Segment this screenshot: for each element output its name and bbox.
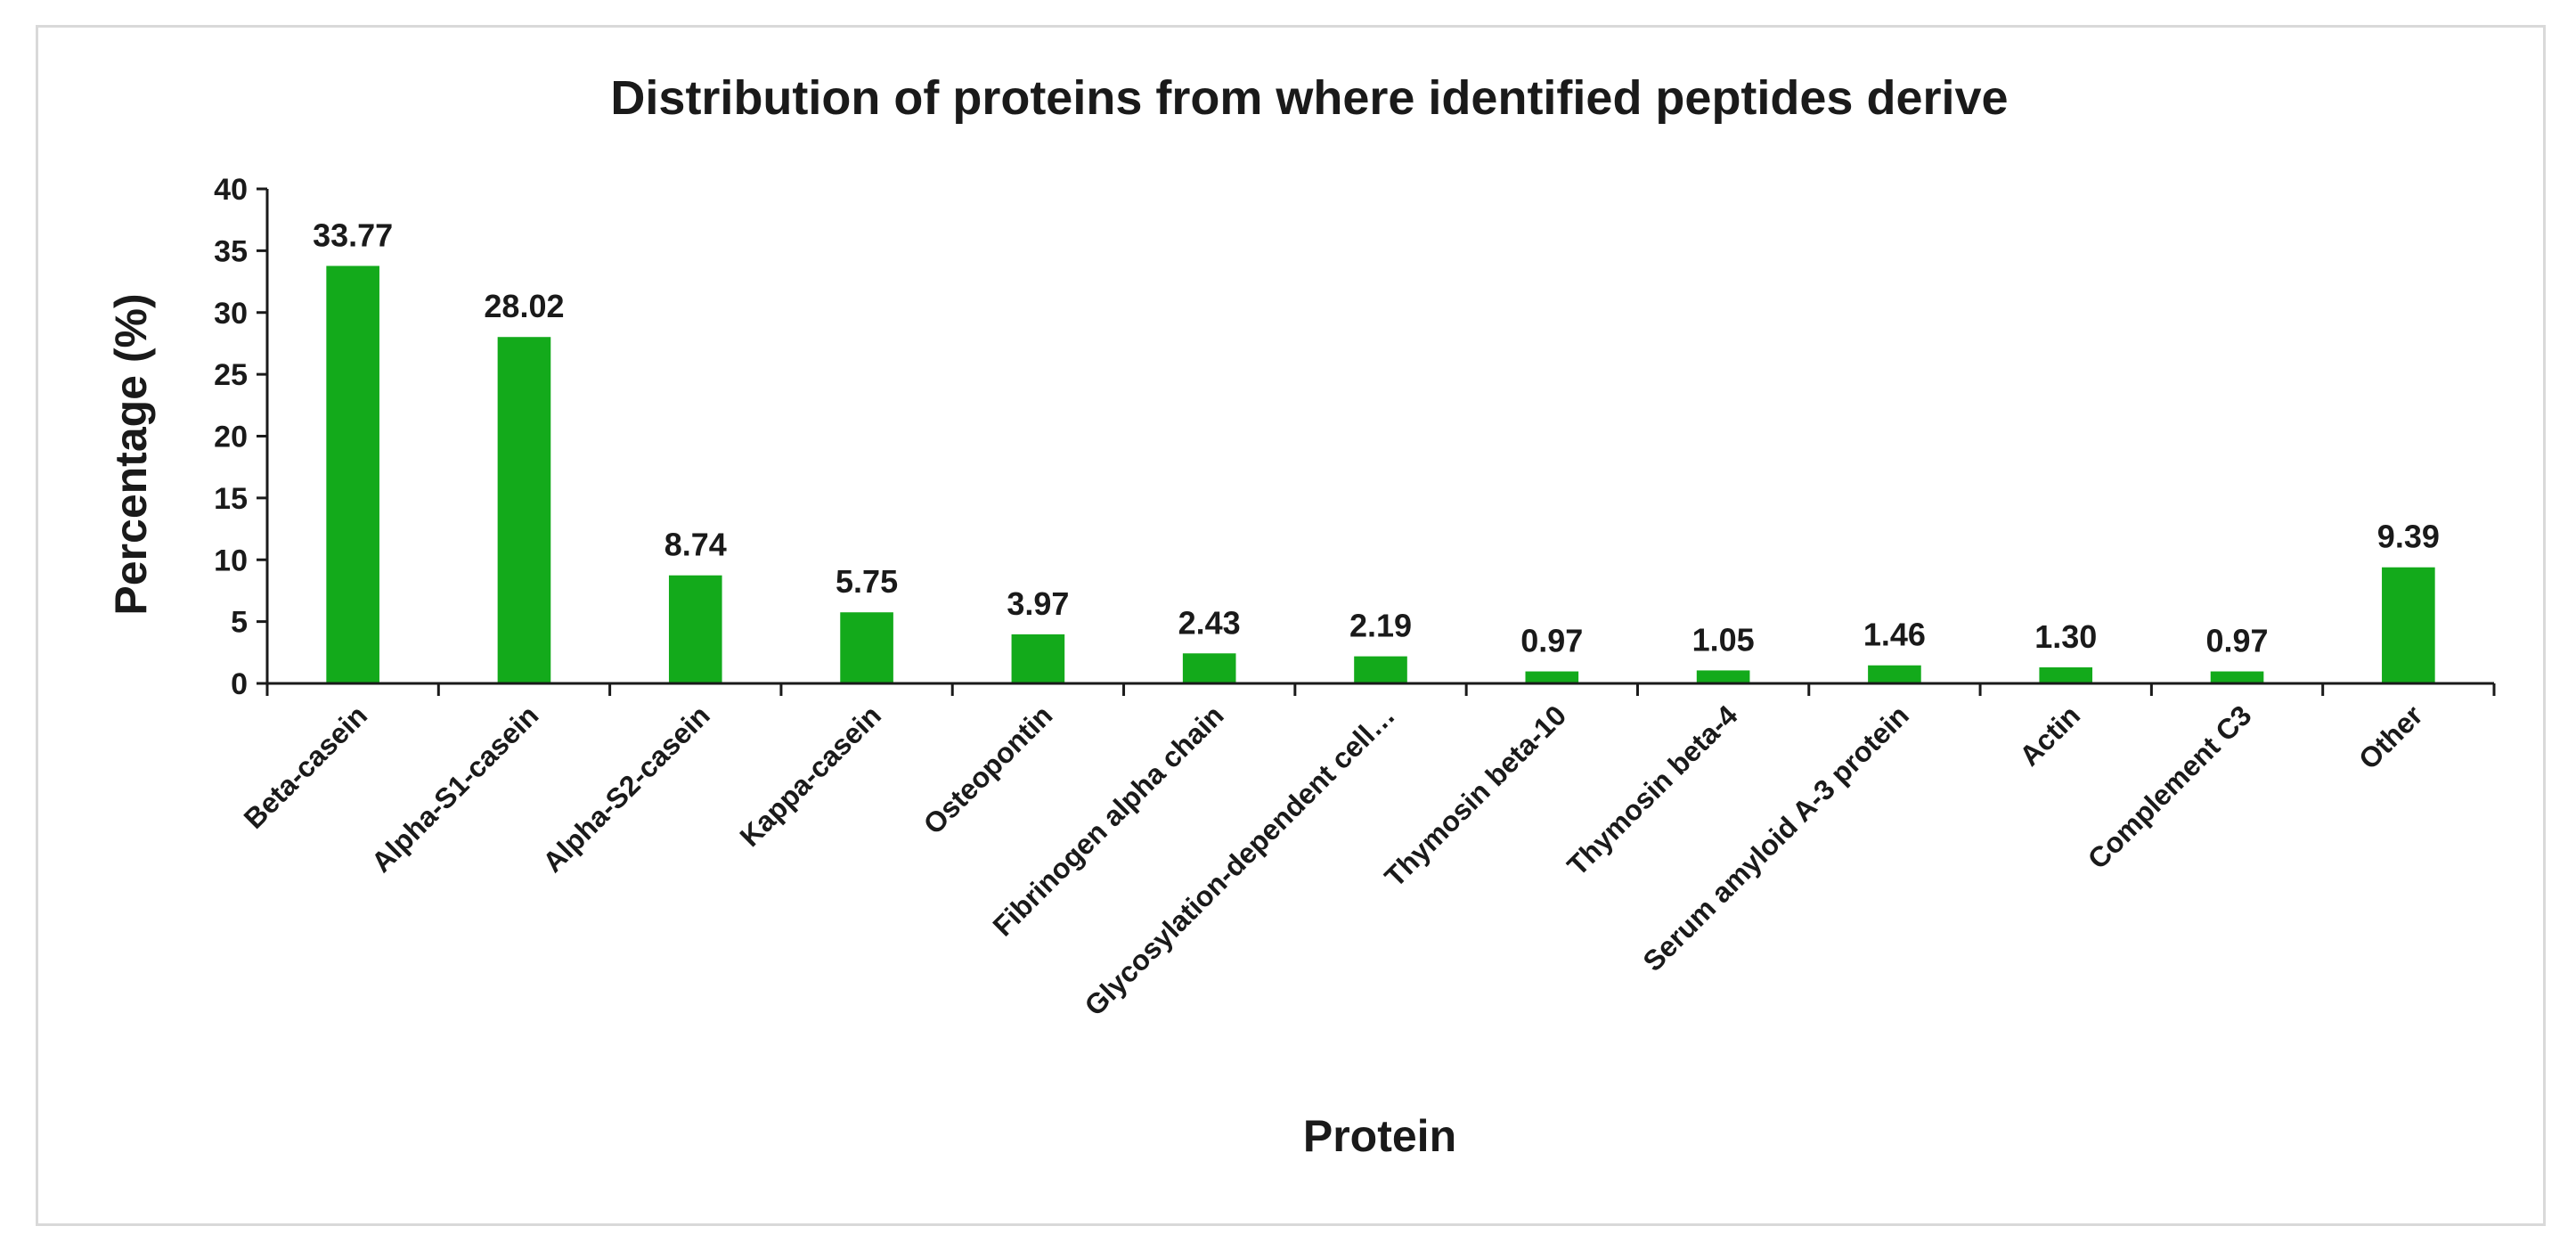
x-tick-label: Alpha-S2-casein xyxy=(536,699,716,879)
bars xyxy=(326,266,2435,683)
x-tick-label: Other xyxy=(2352,699,2429,775)
bar xyxy=(326,266,379,683)
data-label: 3.97 xyxy=(1007,585,1069,622)
y-tick-label: 20 xyxy=(214,421,248,454)
bar xyxy=(1868,665,1921,683)
data-labels: 33.77 28.02 8.74 5.75 3.97 2.43 2.19 0.97 1.05 1.… xyxy=(313,217,2440,658)
chart-title: Distribution of proteins from where iden… xyxy=(610,71,2008,125)
data-label: 28.02 xyxy=(484,288,564,324)
y-tick-label: 25 xyxy=(214,358,248,392)
y-axis: 0 5 10 15 20 25 30 35 40 xyxy=(214,173,269,701)
data-label: 0.97 xyxy=(2205,623,2268,659)
y-axis-title: Percentage (%) xyxy=(106,293,156,615)
data-label: 1.05 xyxy=(1692,621,1755,658)
bar xyxy=(1525,671,1579,683)
y-tick-label: 10 xyxy=(214,544,248,577)
y-tick-label: 5 xyxy=(231,606,248,640)
bar xyxy=(2039,666,2093,683)
x-tick-label: Kappa-casein xyxy=(733,699,887,853)
y-tick-label: 15 xyxy=(214,482,248,516)
bar xyxy=(840,612,893,683)
bar xyxy=(1011,634,1065,683)
y-tick-label: 40 xyxy=(214,173,248,207)
y-tick-label: 0 xyxy=(231,667,248,701)
data-label: 2.43 xyxy=(1178,604,1241,641)
x-tick-label: Alpha-S1-casein xyxy=(365,699,545,879)
data-label: 5.75 xyxy=(836,563,898,600)
bar xyxy=(668,575,722,683)
bar xyxy=(2382,567,2435,683)
data-label: 33.77 xyxy=(313,217,393,253)
bar xyxy=(1354,656,1407,683)
x-tick-label: Complement C3 xyxy=(2082,699,2258,875)
chart-frame xyxy=(36,25,2546,1226)
bar xyxy=(1696,670,1750,683)
bar xyxy=(1182,653,1236,683)
x-tick-label: Thymosin beta-10 xyxy=(1378,699,1572,893)
x-tick-label: Actin xyxy=(2013,699,2086,772)
x-tick-label: Thymosin beta-4 xyxy=(1561,699,1743,881)
x-tick-label: Osteopontin xyxy=(917,699,1059,840)
x-axis xyxy=(265,682,2496,696)
x-tick-label: Glycosylation-dependent cell… xyxy=(1079,699,1401,1021)
x-axis-labels: Beta-caseinAlpha-S1-caseinAlpha-S2-casei… xyxy=(238,699,2429,1022)
x-axis-title: Protein xyxy=(1303,1111,1456,1161)
data-label: 2.19 xyxy=(1349,608,1412,644)
bar xyxy=(2210,671,2264,683)
data-label: 0.97 xyxy=(1520,623,1583,659)
data-label: 1.46 xyxy=(1863,617,1926,653)
data-label: 1.30 xyxy=(2034,618,2097,655)
y-tick-label: 35 xyxy=(214,234,248,268)
y-tick-label: 30 xyxy=(214,297,248,331)
x-tick-label: Beta-casein xyxy=(238,699,373,834)
data-label: 9.39 xyxy=(2377,519,2440,555)
bar xyxy=(497,337,551,683)
data-label: 8.74 xyxy=(664,527,727,563)
